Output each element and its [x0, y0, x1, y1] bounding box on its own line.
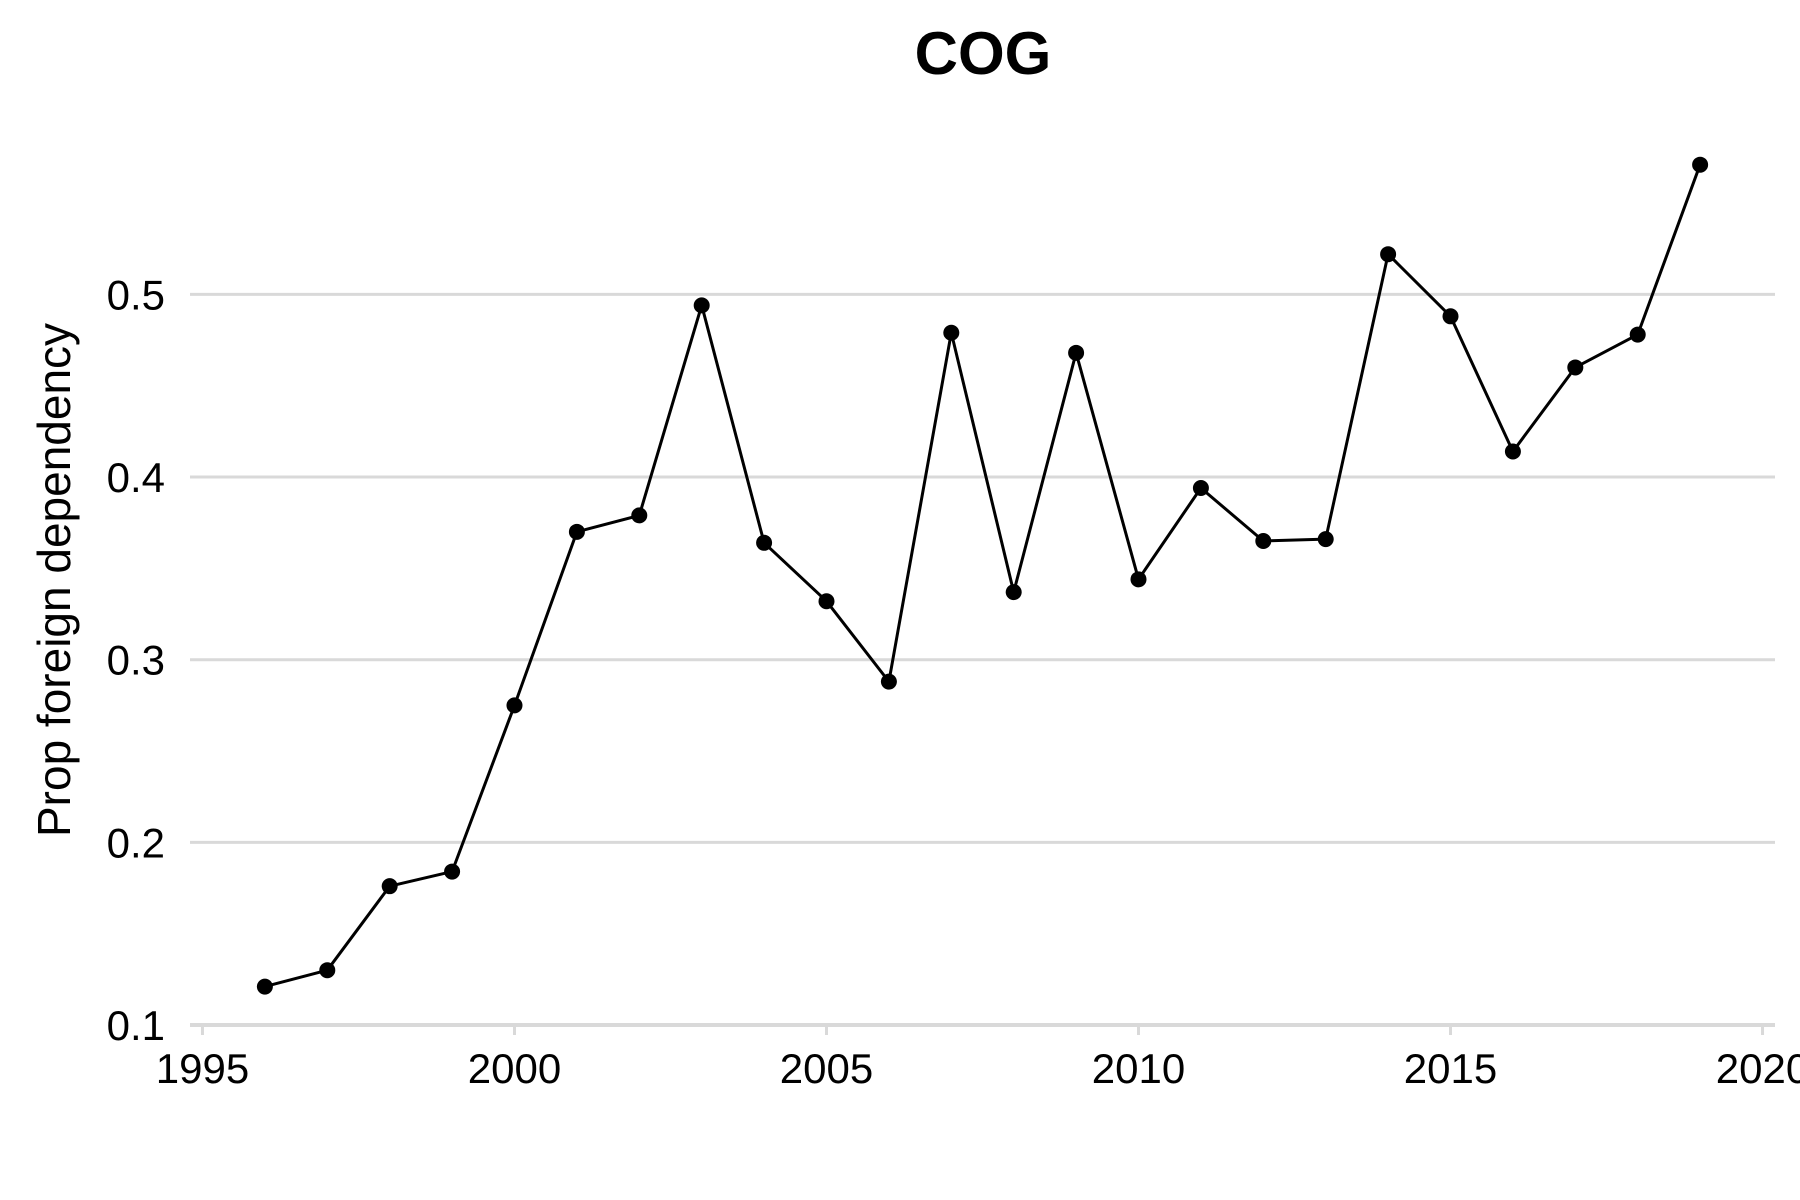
data-point-2010	[1130, 571, 1147, 588]
x-tick-label: 2010	[1092, 1045, 1185, 1092]
data-point-2019	[1692, 156, 1709, 173]
data-point-2014	[1380, 246, 1397, 263]
data-point-2006	[880, 673, 897, 690]
series-prop-foreign-dependency	[256, 156, 1709, 995]
y-tick-label: 0.2	[107, 819, 165, 866]
data-point-2004	[756, 534, 773, 551]
y-axis-ticks: 0.1 0.2 0.3 0.4 0.5	[107, 271, 165, 1049]
x-axis: 1995 2000 2005 2010 2015 2020	[156, 1023, 1800, 1092]
data-point-2015	[1442, 308, 1459, 325]
data-point-2008	[1005, 584, 1022, 601]
data-point-2003	[693, 297, 710, 314]
data-point-2018	[1629, 326, 1646, 343]
data-point-2012	[1255, 532, 1272, 549]
gridlines	[190, 292, 1775, 844]
data-point-2005	[818, 593, 835, 610]
data-point-2001	[568, 523, 585, 540]
data-point-1997	[319, 962, 336, 979]
y-tick-label: 0.1	[107, 1002, 165, 1049]
y-tick-label: 0.5	[107, 271, 165, 318]
y-axis-label: Prop foreign dependency	[28, 323, 80, 837]
data-point-1996	[256, 978, 273, 995]
data-point-1998	[381, 878, 398, 895]
chart-title: COG	[915, 20, 1052, 87]
data-point-1999	[444, 863, 461, 880]
x-tick-label: 2000	[468, 1045, 561, 1092]
data-point-2009	[1068, 344, 1085, 361]
data-point-2002	[631, 507, 648, 524]
y-tick-label: 0.4	[107, 454, 165, 501]
y-tick-label: 0.3	[107, 637, 165, 684]
series-line	[264, 164, 1702, 989]
x-tick-label: 2020	[1716, 1045, 1800, 1092]
x-tick-label: 2015	[1404, 1045, 1497, 1092]
x-tick-label: 1995	[156, 1045, 249, 1092]
data-point-2013	[1317, 531, 1334, 548]
data-point-2007	[943, 324, 960, 341]
data-point-2016	[1504, 443, 1521, 460]
data-point-2000	[506, 697, 523, 714]
data-point-2017	[1567, 359, 1584, 376]
x-tick-label: 2005	[780, 1045, 873, 1092]
data-point-2011	[1192, 480, 1209, 496]
